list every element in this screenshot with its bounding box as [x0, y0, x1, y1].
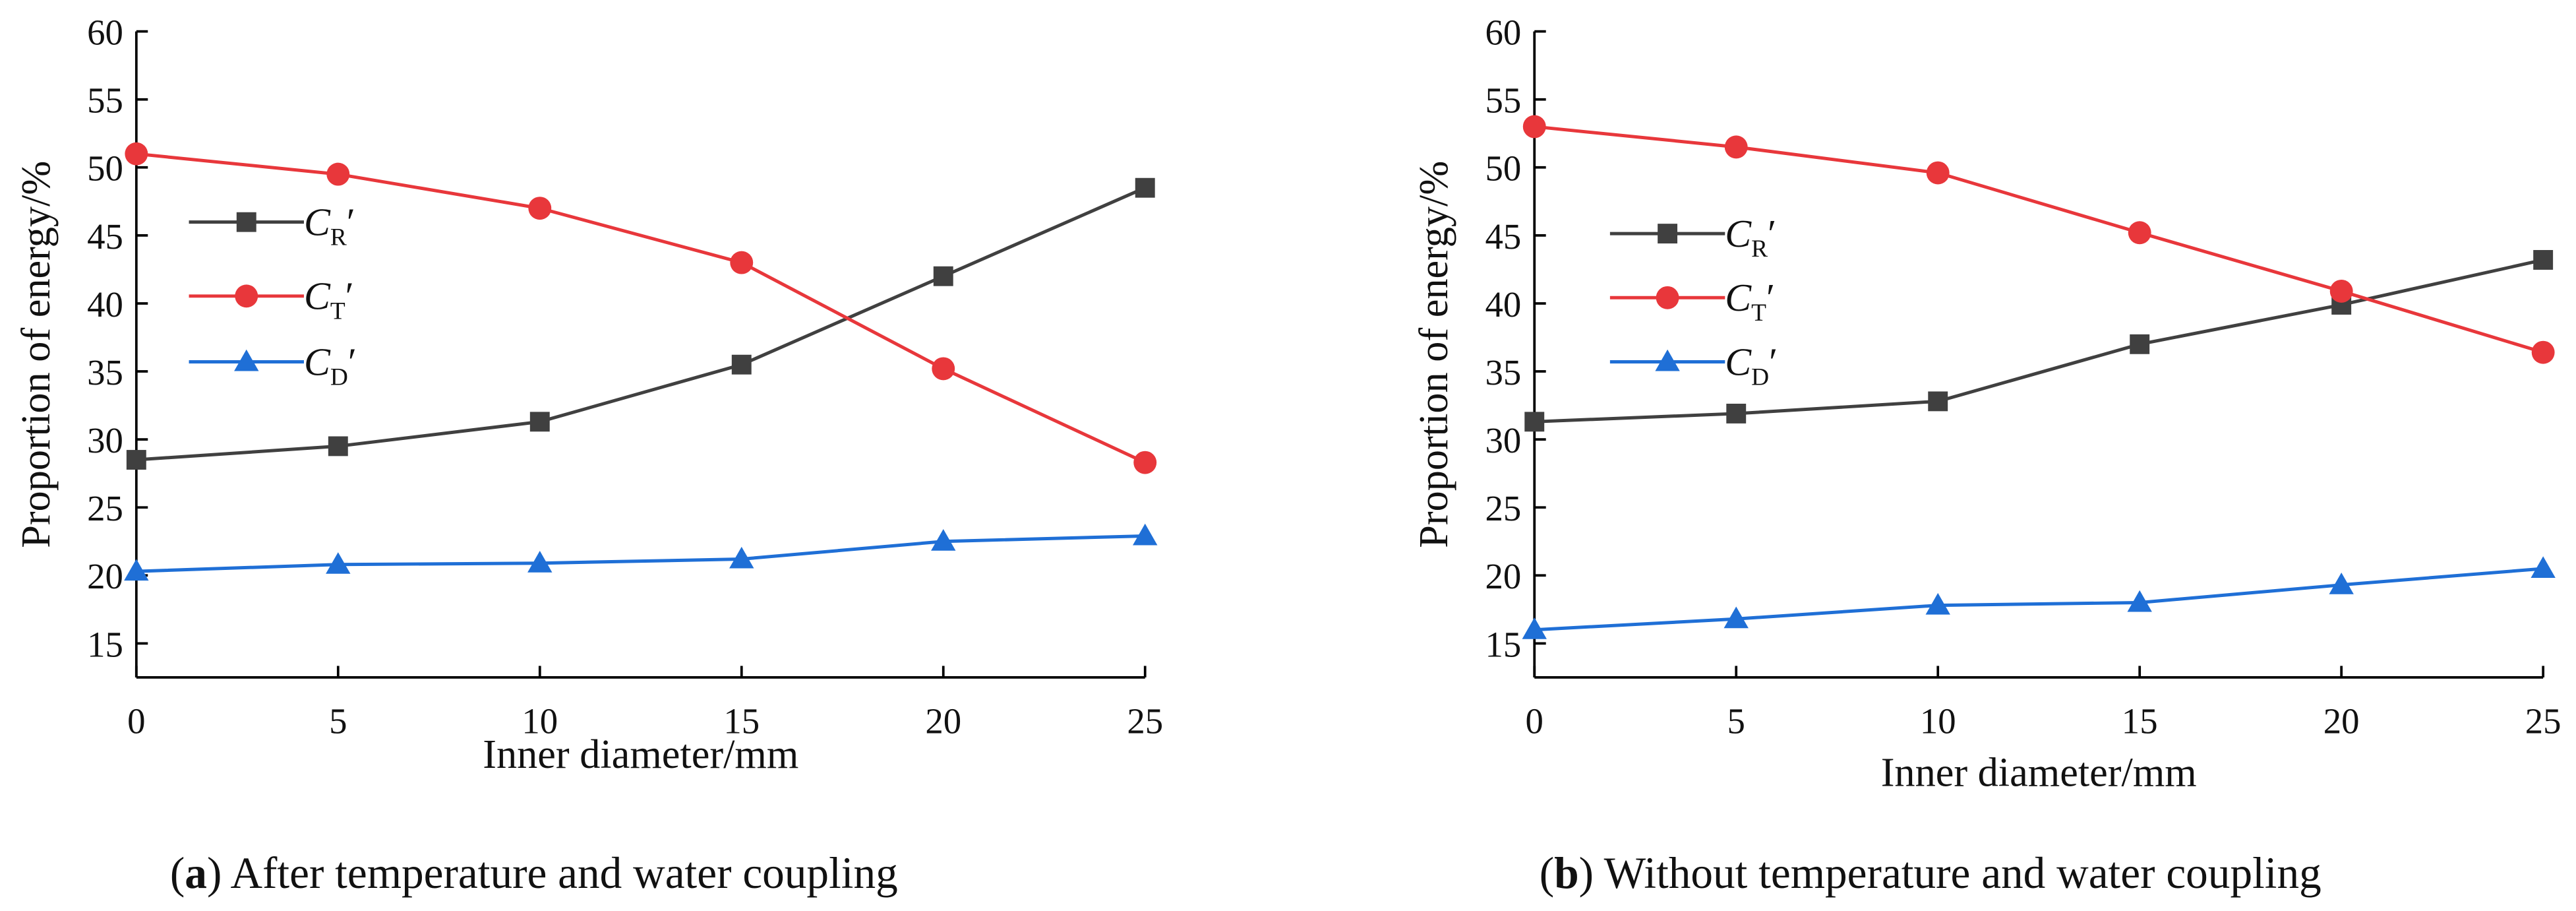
marker: [1133, 523, 1158, 546]
x-tick-label: 15: [2122, 701, 2158, 741]
legend-marker: [1658, 224, 1678, 244]
series-line: [136, 186, 1146, 462]
x-tick-label: 25: [1127, 701, 1163, 741]
series-line: [1534, 567, 2544, 632]
marker: [2130, 334, 2150, 354]
marker: [2533, 250, 2554, 270]
x-tick-label: 10: [522, 701, 558, 741]
marker: [731, 354, 752, 375]
caption: (b) Without temperature and water coupli…: [1540, 848, 2321, 898]
series-line: [1534, 258, 2544, 424]
x-tick-label: 25: [2525, 701, 2561, 741]
x-tick-label: 5: [329, 701, 347, 741]
y-tick-label: 45: [87, 216, 123, 257]
y-tick-label: 20: [1485, 556, 1522, 596]
marker: [126, 450, 146, 470]
x-tick-label: 10: [1920, 701, 1956, 741]
legend-label: CR′: [1725, 212, 1776, 263]
y-tick-label: 60: [1485, 13, 1522, 53]
legend-marker: [234, 349, 259, 371]
y-tick-label: 60: [87, 13, 123, 53]
marker: [124, 559, 149, 581]
marker: [1135, 177, 1155, 198]
x-axis-title: Inner diameter/mm: [483, 732, 798, 777]
y-tick-label: 40: [1485, 284, 1522, 325]
legend-marker: [1655, 349, 1680, 371]
marker: [1928, 391, 1948, 412]
y-tick-label: 50: [1485, 148, 1522, 189]
x-tick-label: 0: [127, 701, 145, 741]
x-tick-label: 15: [723, 701, 760, 741]
marker: [2329, 573, 2354, 594]
y-axis-title: Proportion of energy/%: [1411, 161, 1456, 548]
y-tick-label: 15: [1485, 624, 1522, 664]
y-axis-title: Proportion of energy/%: [13, 161, 59, 548]
x-tick-label: 0: [1526, 701, 1543, 741]
marker: [932, 357, 955, 381]
legend-label: CT′: [304, 274, 354, 325]
legend-marker: [235, 284, 258, 308]
y-tick-label: 35: [87, 352, 123, 393]
marker: [1925, 592, 1950, 615]
marker: [2531, 556, 2556, 578]
series-line: [1534, 125, 2544, 354]
y-tick-label: 30: [1485, 420, 1522, 460]
marker: [1723, 606, 1749, 629]
marker: [931, 529, 956, 551]
caption: (a) After temperature and water coupling: [170, 848, 898, 898]
marker: [529, 412, 550, 432]
marker: [1724, 135, 1748, 159]
marker: [125, 142, 148, 166]
x-tick-label: 20: [2323, 701, 2360, 741]
x-axis-title: Inner diameter/mm: [1881, 749, 2197, 795]
marker: [933, 266, 953, 286]
marker: [1926, 161, 1950, 185]
marker: [2127, 590, 2152, 612]
legend-marker: [1656, 286, 1679, 309]
marker: [2531, 340, 2555, 364]
legend-label: CT′: [1725, 276, 1775, 327]
marker: [1522, 115, 1546, 139]
marker: [326, 552, 351, 574]
x-tick-label: 20: [925, 701, 961, 741]
legend-label: CD′: [304, 340, 357, 391]
y-tick-label: 25: [87, 488, 123, 528]
legend-label: CR′: [304, 201, 355, 251]
marker: [730, 251, 754, 274]
marker: [1133, 451, 1157, 474]
y-tick-label: 15: [87, 624, 123, 664]
marker: [2329, 279, 2353, 303]
series-line: [136, 152, 1146, 464]
y-tick-label: 20: [87, 556, 123, 596]
y-tick-label: 45: [1485, 216, 1522, 257]
y-tick-label: 40: [87, 284, 123, 325]
legend-marker: [236, 212, 256, 232]
legend-label: CD′: [1725, 340, 1778, 391]
y-tick-label: 25: [1485, 488, 1522, 528]
marker: [528, 197, 552, 220]
y-tick-label: 55: [1485, 80, 1522, 121]
marker: [326, 162, 350, 186]
y-tick-label: 50: [87, 148, 123, 189]
marker: [527, 551, 553, 573]
marker: [328, 436, 348, 456]
marker: [2128, 221, 2151, 245]
y-tick-label: 55: [87, 80, 123, 121]
marker: [1522, 617, 1547, 639]
marker: [729, 546, 754, 569]
y-tick-label: 30: [87, 420, 123, 460]
y-tick-label: 35: [1485, 352, 1522, 393]
series-line: [136, 534, 1145, 573]
marker: [1726, 403, 1747, 424]
x-tick-label: 5: [1727, 701, 1745, 741]
marker: [1524, 412, 1545, 432]
